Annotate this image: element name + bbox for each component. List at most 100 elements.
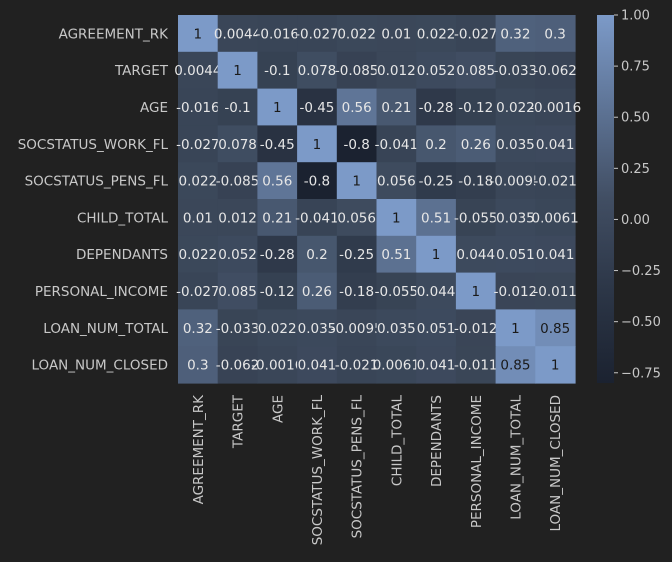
x-tick-label: LOAN_NUM_CLOSED bbox=[548, 395, 564, 531]
y-tick-label: TARGET bbox=[114, 63, 169, 79]
colorbar-gradient bbox=[597, 15, 614, 383]
cell-value-label: -0.027 bbox=[176, 284, 220, 300]
cell-value-label: 0.035 bbox=[377, 321, 416, 337]
heatmap-cell bbox=[336, 309, 378, 347]
heatmap-cell bbox=[217, 125, 258, 163]
cell-value-label: 0.21 bbox=[381, 100, 411, 116]
heatmap-cell bbox=[495, 15, 536, 53]
x-tick-labels: AGREEMENT_RK TARGET AGE SOCSTATUS_WORK_FL SO… bbox=[191, 394, 564, 545]
heatmap-cell bbox=[376, 88, 417, 126]
heatmap-cell bbox=[416, 162, 457, 200]
cell-value-label: -0.055 bbox=[375, 284, 419, 300]
heatmap-cell bbox=[376, 15, 417, 53]
cell-value-label: 0.012 bbox=[377, 63, 416, 79]
cell-value-label: 0.85 bbox=[500, 358, 530, 374]
heatmap-cell bbox=[535, 346, 576, 384]
cell-value-label: -0.033 bbox=[216, 321, 260, 337]
cell-value-label: 0.078 bbox=[218, 137, 257, 153]
heatmap-cell bbox=[297, 125, 338, 163]
cell-value-label: -0.18 bbox=[458, 174, 493, 190]
cell-value-label: 0.56 bbox=[262, 174, 292, 190]
y-tick-labels: AGREEMENT_RK TARGET AGE SOCSTATUS_WORK_FL SO… bbox=[18, 26, 169, 373]
cell-value-label: 0.2 bbox=[425, 137, 446, 153]
heatmap-cell bbox=[535, 88, 576, 126]
cell-value-label: -0.027 bbox=[454, 26, 498, 42]
cell-value-label: 0.035 bbox=[496, 137, 535, 153]
cell-value-label: -0.011 bbox=[533, 284, 577, 300]
x-tick-label: DEPENDANTS bbox=[429, 395, 445, 487]
heatmap-cell bbox=[297, 235, 338, 274]
colorbar-tick-label: 0.50 bbox=[621, 111, 650, 126]
cell-value-label: 0.2 bbox=[306, 247, 327, 263]
heatmap-cell bbox=[297, 88, 338, 126]
heatmap-cell bbox=[416, 125, 457, 163]
heatmap-cell bbox=[178, 51, 219, 90]
heatmap-cell bbox=[455, 162, 497, 200]
heatmap-cell bbox=[257, 125, 298, 163]
cell-value-label: -0.1 bbox=[264, 63, 290, 79]
cell-value-label: -0.45 bbox=[260, 137, 295, 153]
heatmap-cell bbox=[217, 199, 258, 237]
x-tick-label: AGREEMENT_RK bbox=[191, 394, 207, 505]
cell-value-label: 0.052 bbox=[417, 63, 456, 79]
cell-value-label: -0.18 bbox=[339, 284, 374, 300]
heatmap-cell bbox=[416, 235, 457, 274]
heatmap-cell bbox=[495, 199, 536, 237]
heatmap-cell bbox=[535, 235, 576, 274]
cell-value-label: 0.3 bbox=[544, 26, 565, 42]
cell-value-label: -0.45 bbox=[299, 100, 334, 116]
x-tick-label: TARGET bbox=[231, 394, 247, 449]
cell-value-label: 0.035 bbox=[496, 210, 535, 226]
heatmap-cell bbox=[416, 272, 457, 310]
cell-value-label: 0.044 bbox=[456, 247, 495, 263]
heatmap-cell bbox=[297, 346, 338, 384]
heatmap-cell bbox=[257, 272, 298, 310]
cell-value-label: -0.085 bbox=[335, 63, 379, 79]
colorbar-tick-label: 0.25 bbox=[621, 162, 650, 177]
heatmap-cell bbox=[257, 309, 298, 347]
cell-value-label: -0.012 bbox=[494, 284, 538, 300]
cell-value-label: 0.051 bbox=[417, 321, 456, 337]
heatmap-cell bbox=[495, 346, 536, 384]
heatmap-cell bbox=[257, 235, 298, 274]
heatmap-cell bbox=[535, 51, 576, 90]
x-tick-label: PERSONAL_INCOME bbox=[469, 395, 485, 528]
cell-value-label: -0.021 bbox=[533, 174, 577, 190]
cell-value-label: 1 bbox=[471, 284, 480, 300]
heatmap-cell bbox=[178, 162, 219, 200]
cell-value-label: 0.022 bbox=[258, 321, 297, 337]
heatmap-cell bbox=[178, 15, 219, 53]
heatmap-cell bbox=[297, 51, 338, 90]
heatmap-cell bbox=[217, 272, 258, 310]
heatmap-cell bbox=[217, 235, 258, 274]
cell-value-label: -0.062 bbox=[533, 63, 577, 79]
cell-value-label: -0.1 bbox=[224, 100, 250, 116]
heatmap-cell bbox=[455, 199, 497, 237]
heatmap-cell bbox=[455, 346, 497, 384]
cell-value-label: 0.21 bbox=[262, 210, 292, 226]
heatmap-cell bbox=[416, 199, 457, 237]
cell-value-label: -0.0016 bbox=[529, 100, 581, 116]
heatmap-cell bbox=[416, 88, 457, 126]
cell-value-label: 1 bbox=[273, 100, 282, 116]
y-tick-label: LOAN_NUM_CLOSED bbox=[32, 358, 168, 374]
heatmap-cell bbox=[376, 162, 417, 200]
cell-value-label: 0.022 bbox=[337, 26, 376, 42]
cell-value-label: -0.12 bbox=[458, 100, 493, 116]
heatmap-cell bbox=[217, 162, 258, 200]
cell-value-label: -0.055 bbox=[454, 210, 498, 226]
heatmap-cell bbox=[376, 309, 417, 347]
cell-value-label: -0.0095 bbox=[489, 174, 541, 190]
heatmap-cell bbox=[217, 15, 258, 53]
cell-value-label: 0.51 bbox=[421, 210, 451, 226]
cell-value-label: 0.32 bbox=[500, 26, 530, 42]
heatmap-cell bbox=[495, 162, 536, 200]
heatmap-cell bbox=[297, 15, 338, 53]
cell-value-label: 0.041 bbox=[536, 247, 575, 263]
cell-value-label: 0.022 bbox=[417, 26, 456, 42]
heatmap-cell bbox=[416, 51, 457, 90]
heatmap-cell bbox=[257, 346, 298, 384]
cell-value-label: 0.3 bbox=[187, 358, 208, 374]
heatmap-cell bbox=[257, 15, 298, 53]
